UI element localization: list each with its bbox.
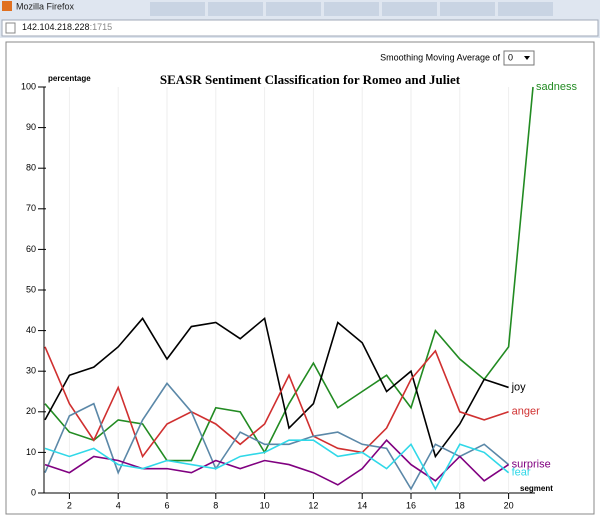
page-icon [5, 22, 16, 34]
series-line [44, 346, 509, 459]
series-label: anger [512, 406, 540, 418]
series-line [44, 86, 534, 462]
tab-strip [150, 2, 553, 16]
tab[interactable] [266, 2, 321, 16]
x-tick-label: 14 [357, 500, 367, 510]
x-tick-label: 8 [213, 500, 218, 510]
y-tick-label: 80 [26, 163, 36, 173]
series-line [44, 316, 509, 459]
url-port: :1715 [90, 22, 113, 32]
tab[interactable] [440, 2, 495, 16]
tab[interactable] [150, 2, 205, 16]
series-line [44, 382, 510, 491]
firefox-icon [2, 1, 12, 11]
window-title: Mozilla Firefox [16, 1, 75, 11]
series-label: joy [511, 381, 527, 393]
y-tick-label: 30 [26, 366, 36, 376]
x-tick-label: 2 [67, 500, 72, 510]
smoothing-select[interactable] [503, 50, 535, 66]
select-arrow [524, 56, 530, 60]
x-tick-label: 18 [455, 500, 465, 510]
y-axis-label: percentage [48, 74, 91, 83]
x-tick-label: 10 [260, 500, 270, 510]
series-label: surprise [512, 458, 551, 470]
y-tick-label: 0 [31, 487, 36, 497]
url: 142.104.218.228:1715 [22, 22, 112, 32]
plot: 0 10 20 30 40 50 60 70 80 90 100 2 4 6 8 10 12 14 16 18 20 sa… [21, 81, 578, 510]
url-host: 142.104.218.228 [22, 22, 90, 32]
y-tick-label: 10 [26, 447, 36, 457]
y-tick-label: 50 [26, 284, 36, 294]
x-tick-label: 12 [308, 500, 318, 510]
x-tick-label: 4 [116, 500, 121, 510]
y-tick-label: 90 [26, 122, 36, 132]
tab[interactable] [324, 2, 379, 16]
x-axis-label: segment [520, 484, 553, 493]
y-tick-label: 20 [26, 406, 36, 416]
smoothing-value: 0 [508, 52, 513, 62]
x-tick-label: 16 [406, 500, 416, 510]
y-tick-label: 60 [26, 244, 36, 254]
series-line [44, 439, 510, 491]
series-line [44, 439, 510, 486]
series-label: fear [512, 467, 531, 479]
address-bar[interactable] [1, 19, 599, 37]
y-tick-label: 100 [21, 81, 36, 91]
chart-title: SEASR Sentiment Classification for Romeo… [160, 72, 461, 87]
chart-frame [5, 41, 595, 515]
tab[interactable] [208, 2, 263, 16]
tab[interactable] [498, 2, 553, 16]
y-tick-label: 40 [26, 325, 36, 335]
x-tick-label: 20 [504, 500, 514, 510]
series-label: sadness [536, 81, 577, 93]
tab[interactable] [382, 2, 437, 16]
x-tick-label: 6 [164, 500, 169, 510]
smoothing-label: Smoothing Moving Average of [380, 52, 500, 62]
y-tick-label: 70 [26, 203, 36, 213]
